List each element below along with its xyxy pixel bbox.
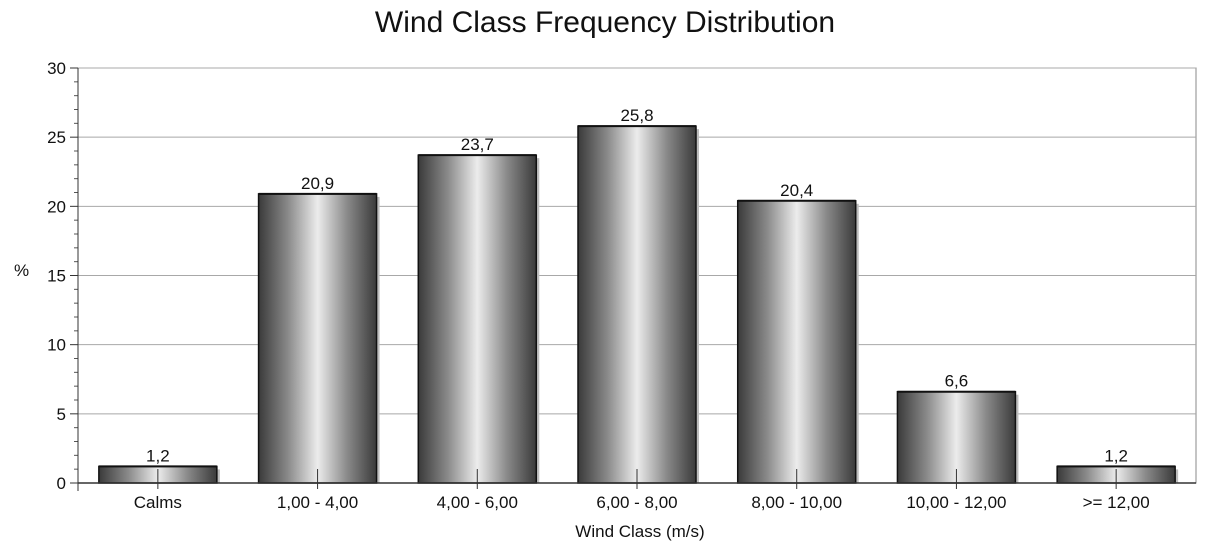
y-tick-label: 0 [57, 474, 66, 493]
chart-title: Wind Class Frequency Distribution [374, 6, 836, 39]
bars: 1,2 20,9 23,7 25,8 20,4 6,6 1,2 [98, 106, 1179, 484]
bar-value-label: 1,2 [1104, 446, 1128, 465]
bar-value-label: 6,6 [945, 372, 969, 391]
x-axis-label: Wind Class (m/s) [575, 522, 704, 541]
bar [257, 193, 378, 484]
y-tick-label: 15 [47, 267, 66, 286]
bar-value-label: 20,4 [780, 181, 813, 200]
bar-value-label: 1,2 [146, 446, 170, 465]
bar-value-label: 20,9 [301, 174, 334, 193]
x-tick-label: >= 12,00 [1083, 493, 1150, 512]
y-tick-label: 25 [47, 128, 66, 147]
y-axis-label: % [14, 261, 29, 280]
bar-value-label: 23,7 [461, 135, 494, 154]
x-tick-label: 6,00 - 8,00 [596, 493, 677, 512]
y-tick-label: 10 [47, 336, 66, 355]
x-tick-label: 10,00 - 12,00 [906, 493, 1006, 512]
bar [417, 154, 538, 484]
y-tick-label: 30 [47, 59, 66, 78]
axes: 0 5 10 15 20 25 30 Calms 1,00 - 4,00 4,00 - 6,00 6… [47, 59, 1196, 512]
x-tick-label: 8,00 - 10,00 [751, 493, 842, 512]
bar-value-label: 25,8 [620, 106, 653, 125]
x-tick-label: 1,00 - 4,00 [277, 493, 358, 512]
x-tick-label: Calms [134, 493, 182, 512]
bar [577, 125, 697, 484]
x-tick-label: 4,00 - 6,00 [437, 493, 518, 512]
bar [736, 200, 857, 484]
y-tick-label: 5 [57, 405, 66, 424]
y-tick-label: 20 [47, 197, 66, 216]
